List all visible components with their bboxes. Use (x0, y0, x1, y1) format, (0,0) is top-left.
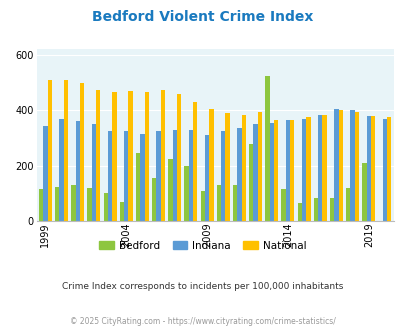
Bar (285, 120, 290, 221)
Bar (290, 120, 294, 221)
Bar (354, 112, 358, 221)
Bar (128, 91, 132, 221)
Bar (136, 153, 140, 221)
Bar (144, 92, 149, 221)
Bar (264, 76, 269, 221)
Text: Bedford Violent Crime Index: Bedford Violent Crime Index (92, 10, 313, 24)
Bar (55, 186, 59, 221)
Bar (103, 193, 108, 221)
Bar (39, 189, 43, 221)
Bar (313, 198, 317, 221)
Bar (152, 178, 156, 221)
Bar (345, 188, 350, 221)
Bar (269, 123, 273, 221)
Bar (216, 185, 221, 221)
Bar (200, 191, 205, 221)
Bar (47, 80, 52, 221)
Bar (112, 92, 116, 221)
Text: Crime Index corresponds to incidents per 100,000 inhabitants: Crime Index corresponds to incidents per… (62, 282, 343, 291)
Bar (350, 111, 354, 221)
Bar (96, 90, 100, 221)
Bar (301, 119, 305, 221)
Bar (193, 102, 197, 221)
Bar (329, 198, 333, 221)
Bar (177, 94, 181, 221)
Bar (232, 185, 237, 221)
Bar (209, 109, 213, 221)
Bar (71, 185, 75, 221)
Bar (160, 90, 165, 221)
Bar (188, 130, 193, 221)
Bar (257, 112, 262, 221)
Bar (366, 116, 370, 221)
Bar (273, 120, 277, 221)
Bar (64, 80, 68, 221)
Bar (322, 115, 326, 221)
Bar (156, 131, 160, 221)
Bar (221, 131, 225, 221)
Bar (140, 134, 144, 221)
Bar (241, 115, 245, 221)
Bar (172, 130, 177, 221)
Bar (338, 111, 342, 221)
Bar (237, 128, 241, 221)
Bar (305, 117, 310, 221)
Bar (370, 116, 374, 221)
Bar (333, 109, 338, 221)
Legend: Bedford, Indiana, National: Bedford, Indiana, National (96, 238, 309, 254)
Bar (75, 121, 80, 221)
Bar (248, 144, 253, 221)
Bar (92, 124, 96, 221)
Bar (382, 119, 386, 221)
Bar (253, 124, 257, 221)
Bar (168, 159, 172, 221)
Bar (108, 131, 112, 221)
Bar (119, 202, 124, 221)
Bar (80, 83, 84, 221)
Bar (386, 117, 390, 221)
Bar (43, 126, 47, 221)
Bar (361, 163, 366, 221)
Bar (225, 113, 229, 221)
Bar (124, 131, 128, 221)
Bar (297, 203, 301, 221)
Bar (59, 119, 64, 221)
Bar (184, 166, 188, 221)
Bar (281, 189, 285, 221)
Bar (317, 115, 322, 221)
Text: © 2025 CityRating.com - https://www.cityrating.com/crime-statistics/: © 2025 CityRating.com - https://www.city… (70, 317, 335, 326)
Bar (87, 188, 92, 221)
Bar (205, 135, 209, 221)
